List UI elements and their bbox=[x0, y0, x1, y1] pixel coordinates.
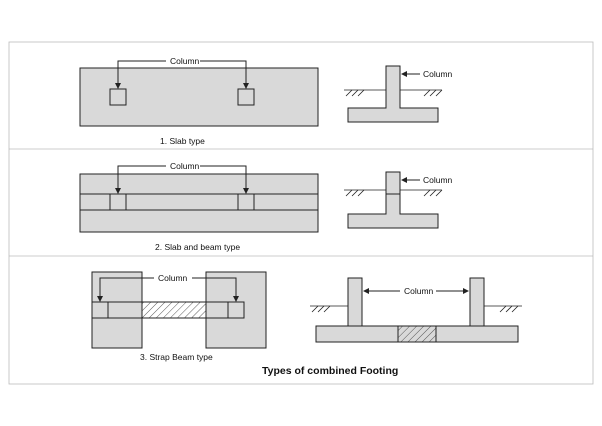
column-label-section-1: Column bbox=[423, 69, 453, 79]
column-label-3: Column bbox=[158, 273, 188, 283]
caption-slab-type: 1. Slab type bbox=[160, 136, 205, 146]
strap-beam-type-section: Column bbox=[310, 277, 522, 343]
column-label-section-2: Column bbox=[423, 175, 453, 185]
column-label: Column bbox=[170, 56, 200, 66]
slab-type-plan: Column bbox=[79, 56, 319, 127]
outer-frame bbox=[8, 41, 594, 385]
slab-beam-type-plan: Column bbox=[79, 161, 319, 233]
column-label-section-3: Column bbox=[404, 286, 434, 296]
slab-type-section: Column bbox=[344, 65, 453, 123]
caption-slab-beam-type: 2. Slab and beam type bbox=[155, 242, 240, 252]
diagram-title: Types of combined Footing bbox=[262, 365, 398, 377]
caption-strap-beam-type: 3. Strap Beam type bbox=[140, 352, 213, 362]
strap-beam-type-plan: Column bbox=[91, 271, 267, 349]
slab-beam-type-section: Column bbox=[344, 171, 453, 229]
column-label-2: Column bbox=[170, 161, 200, 171]
